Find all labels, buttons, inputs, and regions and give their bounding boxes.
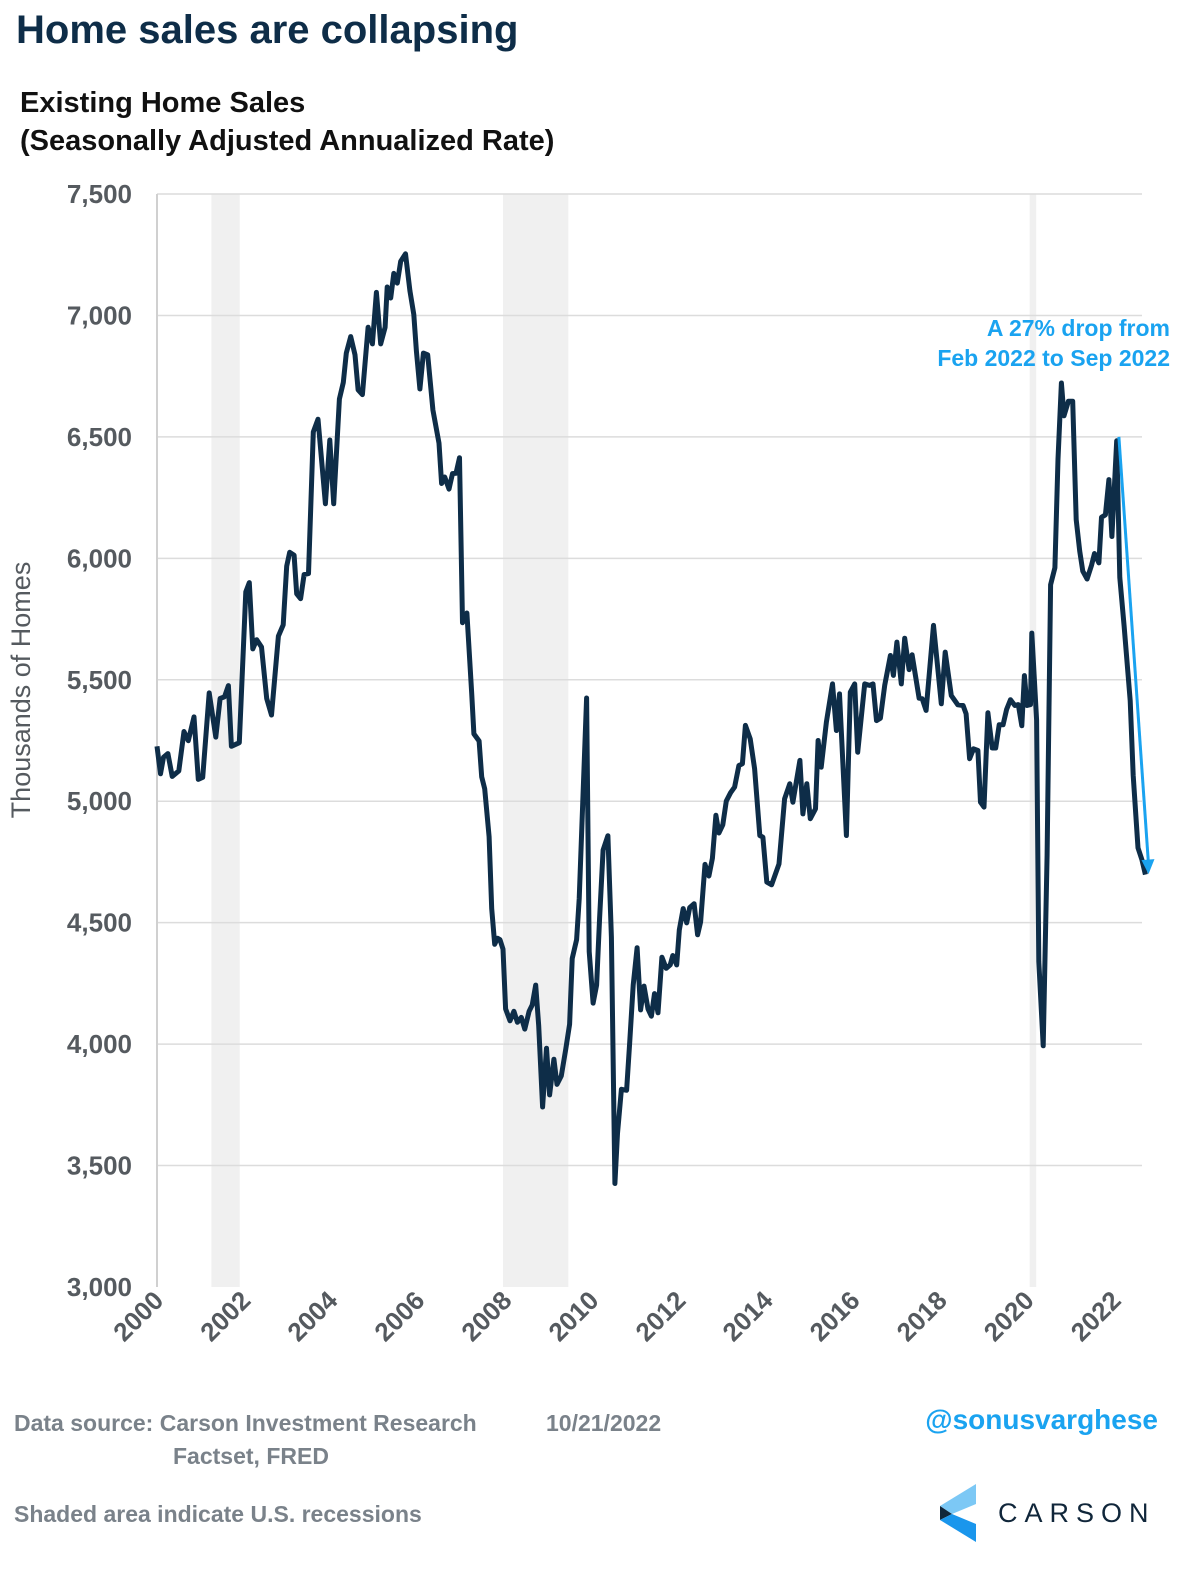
x-tick-label: 2012 (629, 1285, 691, 1347)
annotation-text-line-2: Feb 2022 to Sep 2022 (937, 345, 1170, 371)
x-tick-label: 2022 (1065, 1285, 1127, 1347)
y-tick-label: 4,500 (67, 908, 132, 938)
annotation-text-line-1: A 27% drop from (987, 315, 1170, 341)
arrow-shaft (1117, 436, 1150, 865)
chart-subtitle: Existing Home Sales (Seasonally Adjusted… (20, 84, 554, 160)
y-tick-label: 5,500 (67, 665, 132, 695)
subtitle-line-2: (Seasonally Adjusted Annualized Rate) (20, 125, 555, 157)
x-tick-label: 2014 (716, 1285, 778, 1347)
recession-note: Shaded area indicate U.S. recessions (14, 1501, 422, 1527)
twitter-handle: @sonusvarghese (925, 1404, 1158, 1435)
x-tick-labels: 2000 2002 2004 2006 2008 2010 2012 2014 2016 2018… (107, 1285, 1127, 1347)
y-tick-label: 3,000 (67, 1272, 132, 1302)
recession-band (503, 194, 569, 1287)
y-tick-label: 7,000 (67, 300, 132, 330)
x-tick-label: 2018 (891, 1285, 953, 1347)
x-tick-label: 2004 (281, 1285, 343, 1347)
gridlines (157, 193, 1142, 1167)
line-chart: 3,000 3,500 4,000 4,500 5,000 5,500 6,000 6,500… (6, 179, 1170, 1347)
y-tick-label: 5,000 (67, 786, 132, 816)
x-tick-label: 2016 (804, 1285, 866, 1347)
series-line (154, 251, 1148, 1186)
y-tick-label: 4,000 (67, 1029, 132, 1059)
subtitle-line-1: Existing Home Sales (20, 87, 306, 119)
data-source-label: Data source: Carson Investment Research (14, 1410, 477, 1436)
carson-logo-text: CARSON (998, 1497, 1156, 1528)
x-tick-label: 2020 (978, 1285, 1040, 1347)
y-tick-labels: 3,000 3,500 4,000 4,500 5,000 5,500 6,000 6,500… (67, 179, 132, 1302)
x-tick-label: 2010 (542, 1285, 604, 1347)
y-tick-label: 7,500 (67, 179, 132, 209)
data-date: 10/21/2022 (546, 1410, 662, 1436)
x-tick-label: 2002 (194, 1285, 256, 1347)
recession-band (1029, 194, 1037, 1287)
annotation-arrow (1117, 436, 1155, 875)
y-axis-label: Thousands of Homes (6, 562, 36, 819)
page-title: Home sales are collapsing (16, 8, 519, 52)
x-tick-label: 2006 (368, 1285, 430, 1347)
carson-logo: CARSON (940, 1484, 1156, 1542)
recession-band (211, 194, 240, 1287)
x-tick-label: 2008 (455, 1285, 517, 1347)
arrow-head (1141, 859, 1155, 875)
recession-shading (211, 194, 1037, 1287)
y-tick-label: 6,500 (67, 422, 132, 452)
carson-logo-icon (940, 1484, 976, 1542)
y-tick-label: 3,500 (67, 1151, 132, 1181)
y-tick-label: 6,000 (67, 543, 132, 573)
data-source-line-2: Factset, FRED (173, 1443, 329, 1469)
